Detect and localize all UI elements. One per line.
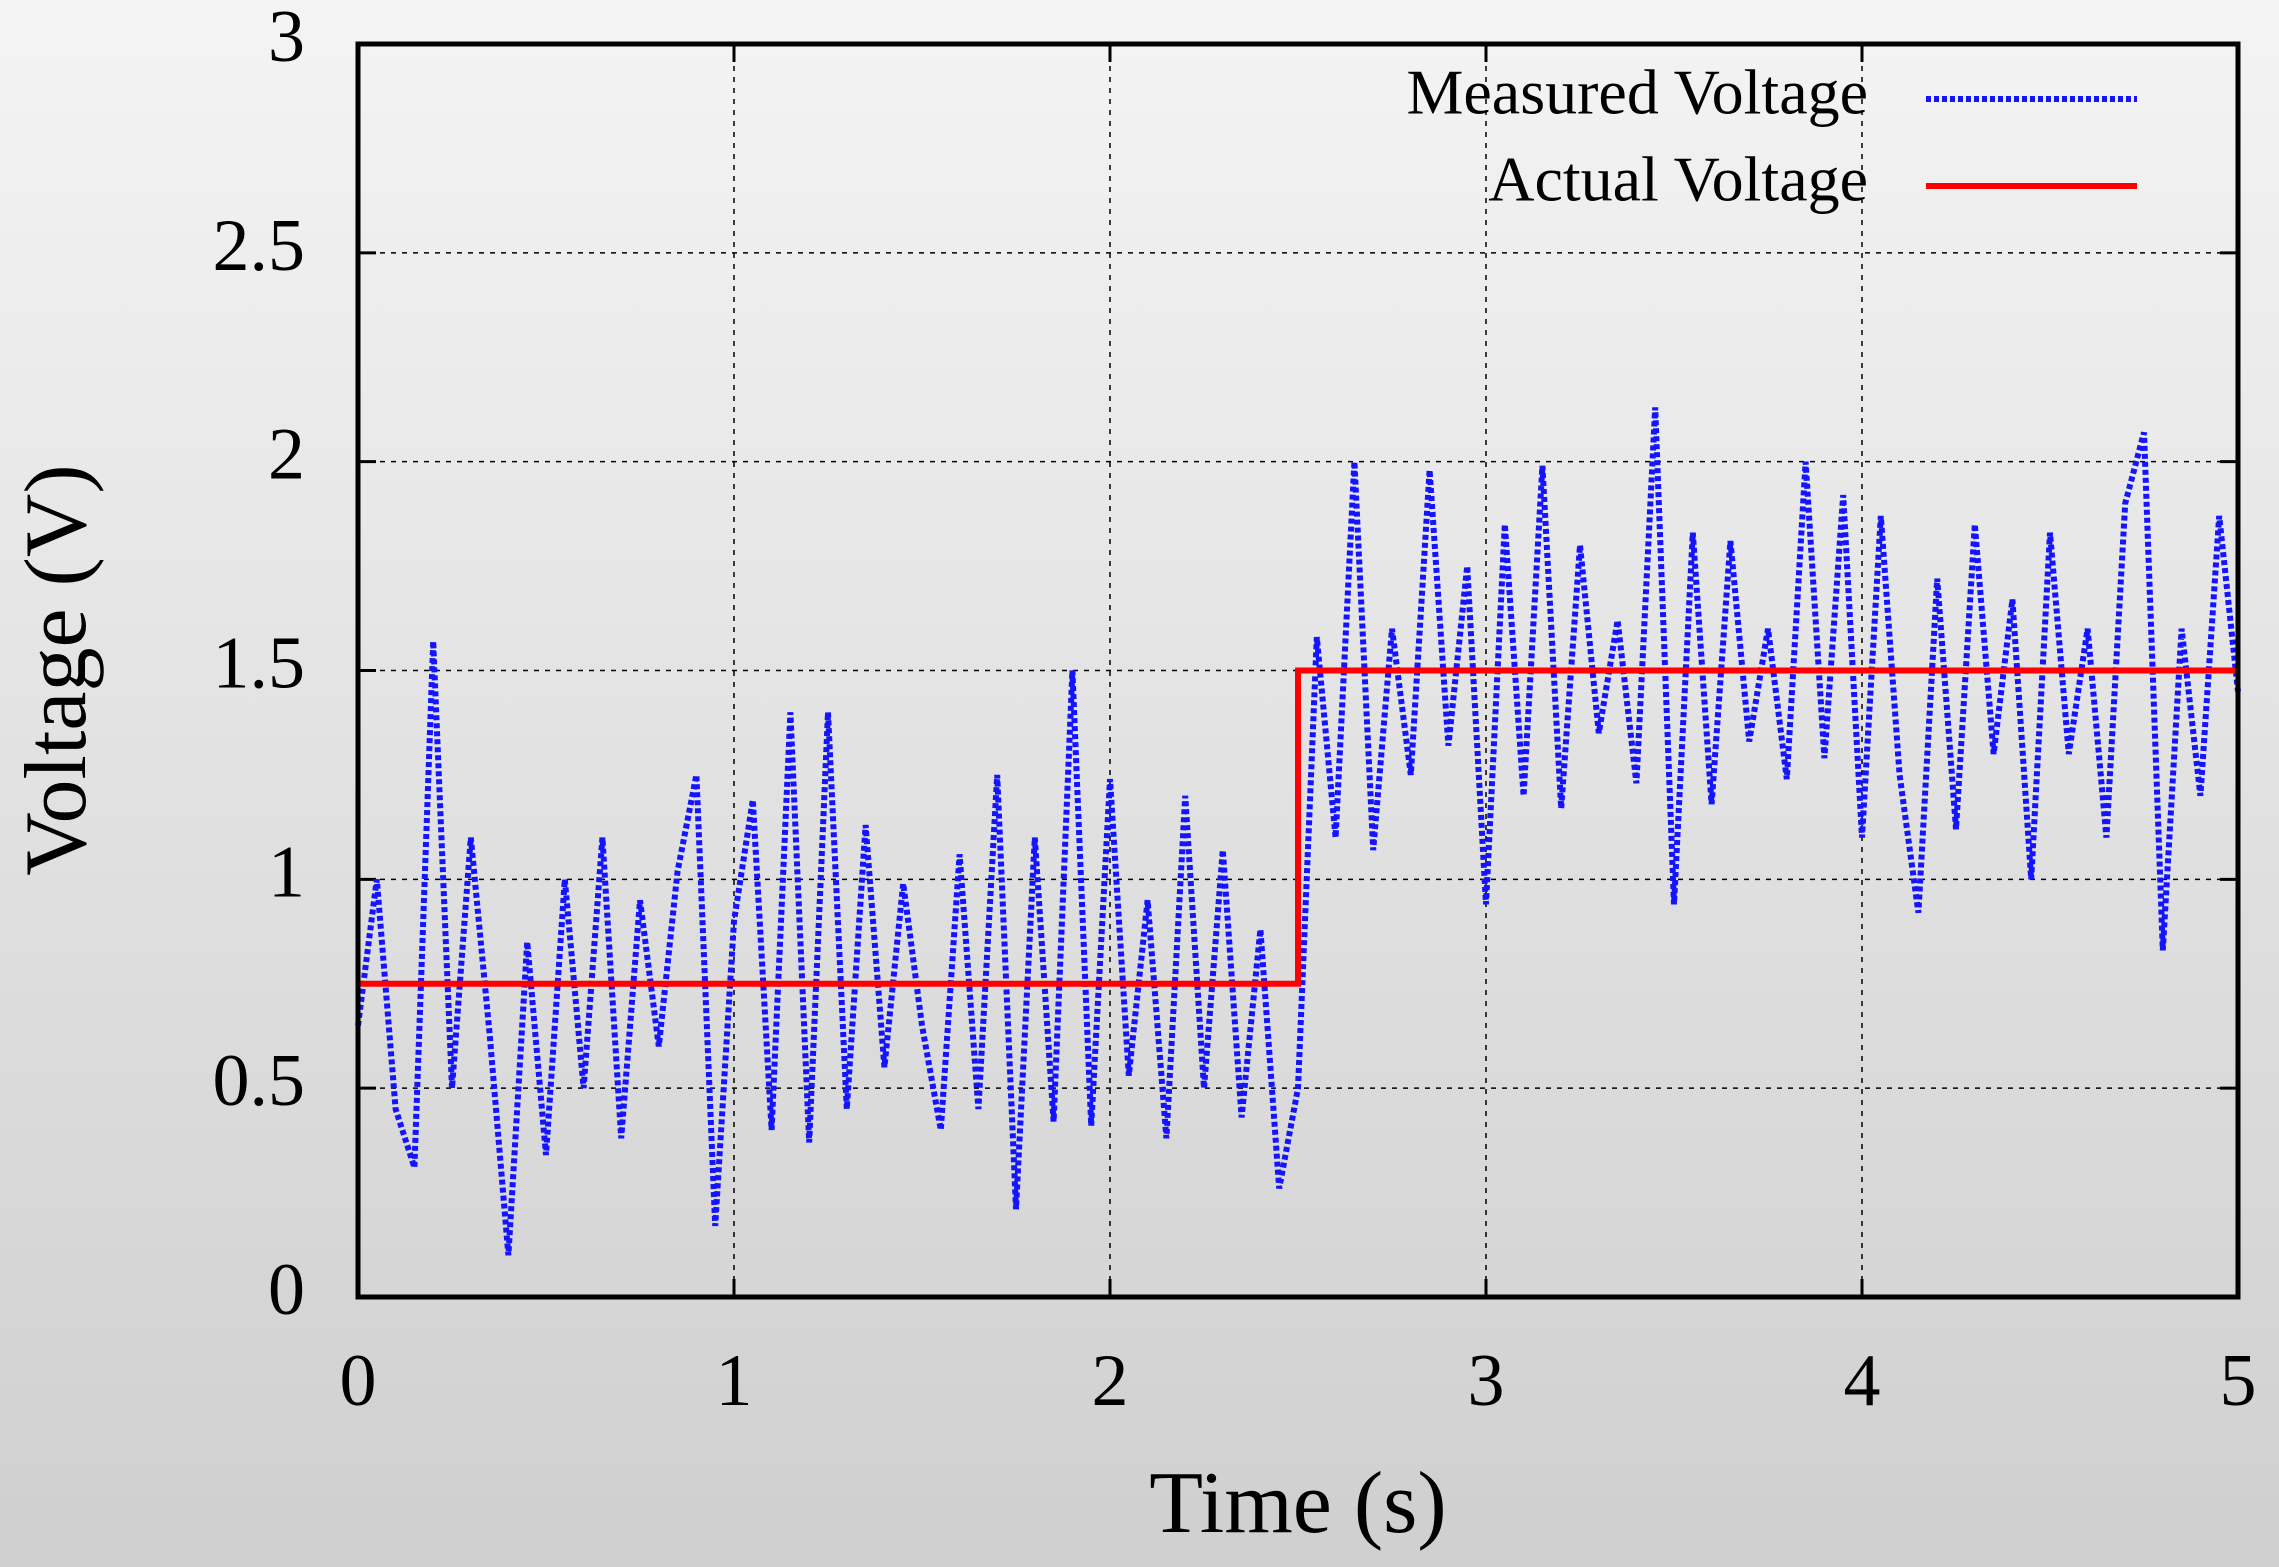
y-tick-label: 2.5 bbox=[213, 205, 306, 287]
data-line bbox=[355, 407, 2241, 1256]
y-tick-label: 0.5 bbox=[213, 1040, 306, 1122]
y-tick-label: 2 bbox=[268, 414, 305, 496]
x-tick-label: 1 bbox=[716, 1340, 753, 1422]
y-tick-label: 0 bbox=[268, 1249, 305, 1331]
y-tick-label: 3 bbox=[268, 0, 305, 78]
y-axis-title: Voltage (V) bbox=[8, 464, 105, 875]
data-line bbox=[358, 667, 2238, 987]
x-tick-label: 3 bbox=[1468, 1340, 1505, 1422]
x-tick-label: 4 bbox=[1844, 1340, 1881, 1422]
plot-frame bbox=[355, 41, 2241, 1300]
y-tick-label: 1.5 bbox=[213, 622, 306, 704]
x-tick-label: 5 bbox=[2220, 1340, 2257, 1422]
x-tick-label: 2 bbox=[1092, 1340, 1129, 1422]
x-axis-title: Time (s) bbox=[1149, 1455, 1446, 1552]
y-tick-label: 1 bbox=[268, 831, 305, 913]
legend-label: Actual Voltage bbox=[1488, 144, 1868, 215]
x-tick-label: 0 bbox=[340, 1340, 377, 1422]
legend-label: Measured Voltage bbox=[1406, 57, 1868, 128]
